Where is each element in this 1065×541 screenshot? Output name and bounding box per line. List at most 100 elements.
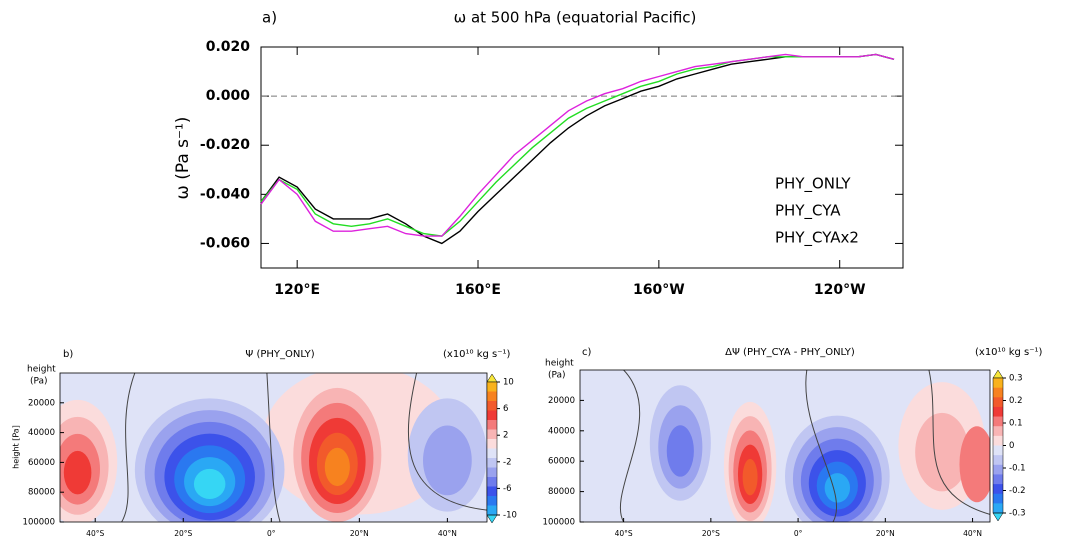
zero-contour (121, 373, 136, 522)
colorbar-swatch (487, 391, 497, 402)
colorbar-tick-label: -0.1 (1009, 464, 1026, 474)
colorbar-swatch (487, 505, 497, 516)
colorbar-swatch (487, 420, 497, 430)
y-tick-label: 80000 (548, 487, 575, 497)
colorbar-swatch (993, 445, 1003, 456)
colorbar-swatch (487, 467, 497, 478)
colorbar-swatch (993, 455, 1003, 466)
colorbar-swatch (487, 496, 497, 506)
zero-contour (266, 373, 281, 522)
y-tick-label: 60000 (548, 457, 575, 467)
contour-field (60, 373, 487, 522)
contour-level (824, 473, 851, 503)
y-tick-label: 0.000 (206, 88, 251, 104)
x-tick-label: 40°N (963, 529, 982, 538)
zero-contour (407, 373, 487, 511)
plot-frame (260, 46, 904, 269)
colorbar-swatch (487, 448, 497, 459)
colorbar-frame (486, 381, 498, 516)
colorbar-swatch (487, 458, 497, 468)
contour-level (915, 412, 969, 492)
contour-level (193, 468, 226, 500)
y-tick-label: -0.040 (200, 186, 250, 202)
y-tick-label: -0.060 (200, 235, 250, 251)
colorbar-swatch (993, 387, 1003, 398)
colorbar-swatch (487, 439, 497, 449)
colorbar-swatch (993, 503, 1003, 514)
panel-label: c) (582, 347, 591, 358)
colorbar-swatch (993, 464, 1003, 475)
colorbar-swatch (993, 435, 1003, 446)
colorbar-swatch (487, 477, 497, 487)
y-tick-label: 100000 (543, 518, 575, 528)
colorbar-tick-label: 6 (503, 404, 508, 414)
units-label: (x10¹⁰ kg s⁻¹) (443, 349, 511, 360)
contour-level (63, 450, 92, 495)
contour-level (423, 425, 472, 496)
colorbar-swatch (993, 416, 1003, 427)
y-tick-label: 20000 (548, 396, 575, 406)
chart-title: Ψ (PHY_ONLY) (245, 349, 314, 360)
x-tick-label: 0° (267, 529, 276, 538)
colorbar-tick-label: 0.3 (1009, 374, 1023, 384)
colorbar-tick-label: -0.2 (1009, 486, 1026, 496)
contour-level (666, 425, 694, 477)
legend-entry: PHY_CYA (775, 202, 841, 221)
colorbar-swatch (993, 378, 1003, 388)
legend-entry: PHY_CYAx2 (775, 229, 859, 248)
chart-title: ΔΨ (PHY_CYA - PHY_ONLY) (725, 347, 855, 358)
contour-level (742, 458, 758, 496)
colorbar-tick-label: 0.1 (1009, 419, 1023, 429)
colorbar-tick-label: 2 (503, 431, 508, 441)
x-tick-label: 20°S (174, 529, 192, 538)
x-tick-label: 20°N (876, 529, 895, 538)
y-tick-label: 80000 (28, 488, 55, 498)
colorbar-swatch (993, 474, 1003, 485)
chart-title: ω at 500 hPa (equatorial Pacific) (454, 9, 697, 27)
colorbar-swatch (487, 401, 497, 411)
y-axis-label-top: height (27, 365, 56, 375)
colorbar-tick-label: -2 (503, 457, 511, 467)
contour-level (959, 426, 990, 503)
plot-frame (579, 369, 991, 523)
y-tick-label: -0.020 (200, 137, 250, 153)
x-tick-label: 120°E (274, 282, 320, 298)
y-axis-label: ω (Pa s⁻¹) (173, 117, 193, 200)
y-tick-label: 20000 (28, 398, 55, 408)
colorbar-swatch (993, 493, 1003, 504)
y-tick-label: 0.020 (206, 39, 251, 55)
colorbar-tick-label: 0 (1009, 441, 1014, 451)
legend-entry: PHY_ONLY (775, 175, 851, 194)
x-tick-label: 40°N (438, 529, 457, 538)
x-tick-label: 20°S (702, 529, 720, 538)
y-axis-label: height [Pa] (12, 425, 21, 469)
colorbar-tick-label: 10 (503, 378, 514, 388)
panel-label: a) (262, 9, 277, 27)
colorbar-tick-label: -10 (503, 511, 517, 521)
colorbar-swatch (993, 397, 1003, 408)
colorbar-tick-label: -6 (503, 484, 511, 494)
series-line (260, 53, 895, 237)
y-tick-label: 100000 (23, 518, 55, 528)
y-axis-unit: (Pa) (30, 377, 48, 387)
colorbar-swatch (487, 382, 497, 392)
colorbar-tick-label: 0.2 (1009, 396, 1023, 406)
x-tick-label: 20°N (350, 529, 369, 538)
colorbar-swatch (993, 426, 1003, 437)
x-tick-label: 160°W (633, 282, 685, 298)
x-tick-label: 160°E (455, 282, 501, 298)
y-axis-label-top: height (545, 359, 574, 369)
y-tick-label: 40000 (548, 426, 575, 436)
colorbar-swatch (993, 484, 1003, 495)
contour-level (324, 447, 350, 487)
y-axis-unit: (Pa) (548, 371, 566, 381)
colorbar-swatch (487, 429, 497, 440)
colorbar-swatch (487, 410, 497, 421)
x-tick-label: 40°S (615, 529, 633, 538)
x-tick-label: 0° (794, 529, 803, 538)
units-label: (x10¹⁰ kg s⁻¹) (975, 347, 1043, 358)
panel-label: b) (63, 349, 73, 360)
colorbar-tick-label: -0.3 (1009, 509, 1026, 519)
x-tick-label: 120°W (814, 282, 866, 298)
